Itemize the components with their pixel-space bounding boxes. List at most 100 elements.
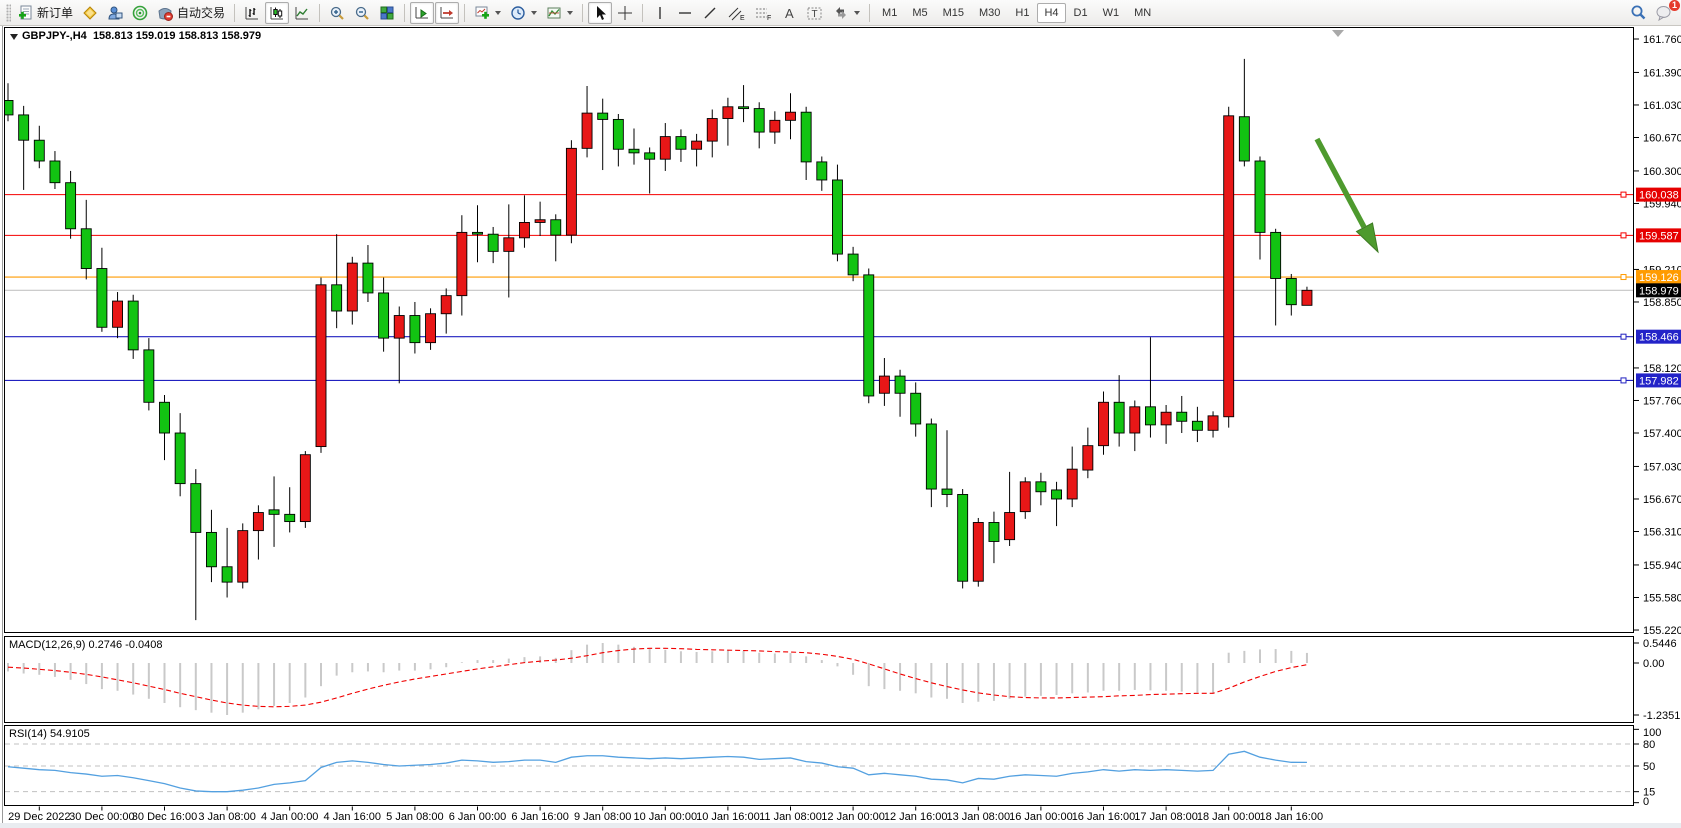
toolbar-grip[interactable] bbox=[6, 3, 11, 22]
svg-text:12 Jan 00:00: 12 Jan 00:00 bbox=[821, 811, 885, 823]
tf-button-M15[interactable]: M15 bbox=[942, 6, 964, 19]
svg-text:157.982: 157.982 bbox=[1639, 375, 1679, 387]
trendline-button[interactable] bbox=[698, 2, 722, 24]
text-button[interactable]: A bbox=[777, 2, 801, 24]
macd-indicator-label: MACD(12,26,9) 0.2746 -0.0408 bbox=[9, 639, 163, 651]
text-icon: A bbox=[785, 6, 794, 21]
svg-text:155.580: 155.580 bbox=[1643, 592, 1681, 604]
new-order-button[interactable]: 新订单 bbox=[14, 2, 77, 24]
toolbar-separator bbox=[464, 3, 466, 22]
svg-text:158.120: 158.120 bbox=[1643, 363, 1681, 375]
market-icon bbox=[83, 5, 97, 20]
price-axis[interactable]: 161.760161.390161.030160.670160.300159.9… bbox=[1633, 34, 1681, 637]
shapes-button[interactable] bbox=[829, 2, 864, 24]
svg-text:100: 100 bbox=[1643, 727, 1661, 739]
new-chart-button[interactable] bbox=[470, 2, 505, 24]
chat-icon bbox=[1656, 6, 1671, 21]
fibonacci-button[interactable]: F bbox=[750, 2, 776, 24]
cursor-icon bbox=[597, 5, 607, 20]
toolbar-separator bbox=[642, 3, 644, 22]
chat-button[interactable]: 1 bbox=[1651, 0, 1680, 24]
period-clock-icon bbox=[511, 5, 525, 20]
fibonacci-icon: F bbox=[756, 8, 771, 21]
svg-text:10 Jan 00:00: 10 Jan 00:00 bbox=[633, 811, 697, 823]
svg-text:T: T bbox=[812, 9, 818, 20]
svg-text:80: 80 bbox=[1643, 739, 1655, 751]
channel-button[interactable]: E bbox=[723, 2, 749, 24]
search-button[interactable] bbox=[1626, 2, 1651, 24]
svg-text:0: 0 bbox=[1643, 796, 1649, 808]
tile-windows-button[interactable] bbox=[375, 2, 399, 24]
chart-symbol-period: GBPJPY-,H4 bbox=[22, 30, 87, 42]
svg-text:F: F bbox=[767, 15, 771, 21]
notification-badge: 1 bbox=[1669, 0, 1680, 11]
tf-button-M5[interactable]: M5 bbox=[912, 6, 928, 19]
svg-text:12 Jan 16:00: 12 Jan 16:00 bbox=[884, 811, 948, 823]
svg-text:29 Dec 2022: 29 Dec 2022 bbox=[8, 811, 70, 823]
channel-icon: E bbox=[728, 7, 745, 21]
bar-chart-button[interactable] bbox=[240, 2, 264, 24]
new-order-label: 新订单 bbox=[37, 6, 74, 20]
svg-text:0.00: 0.00 bbox=[1643, 658, 1664, 670]
tf-button-MN[interactable]: MN bbox=[1134, 6, 1152, 19]
autoscroll-button[interactable] bbox=[410, 1, 435, 24]
chart-shift-button[interactable] bbox=[435, 1, 460, 24]
horizontal-line-button[interactable] bbox=[673, 2, 697, 24]
vertical-line-button[interactable] bbox=[648, 2, 672, 24]
zoom-in-button[interactable] bbox=[325, 2, 349, 24]
cursor-button[interactable] bbox=[588, 1, 613, 24]
tf-button-M1[interactable]: M1 bbox=[882, 6, 898, 19]
svg-text:18 Jan 16:00: 18 Jan 16:00 bbox=[1259, 811, 1323, 823]
svg-text:161.760: 161.760 bbox=[1643, 34, 1681, 46]
svg-text:161.390: 161.390 bbox=[1643, 67, 1681, 79]
tf-button-H4[interactable]: H4 bbox=[1037, 2, 1066, 23]
text-label-button[interactable]: T bbox=[802, 2, 828, 24]
tf-button-D1[interactable]: D1 bbox=[1073, 6, 1088, 19]
toolbar-separator bbox=[869, 3, 871, 22]
panel-borders bbox=[4, 27, 1634, 806]
one-click-collapse-icon[interactable] bbox=[10, 34, 18, 40]
new-chart-icon bbox=[475, 6, 490, 19]
autotrading-button[interactable]: 自动交易 bbox=[153, 2, 229, 24]
svg-text:E: E bbox=[740, 15, 745, 21]
zoom-out-button[interactable] bbox=[350, 2, 374, 24]
chart-shift-marker[interactable] bbox=[1332, 30, 1344, 37]
svg-text:158.979: 158.979 bbox=[1639, 285, 1679, 297]
template-icon bbox=[547, 7, 561, 18]
line-chart-button[interactable] bbox=[290, 2, 314, 24]
svg-text:30 Dec 00:00: 30 Dec 00:00 bbox=[69, 811, 134, 823]
svg-text:9 Jan 08:00: 9 Jan 08:00 bbox=[574, 811, 632, 823]
annotation-arrow[interactable] bbox=[1314, 137, 1379, 254]
signals-button[interactable] bbox=[128, 2, 152, 24]
rsi-levels bbox=[5, 743, 1633, 793]
hline-handles[interactable] bbox=[1620, 191, 1627, 384]
tf-button-M30[interactable]: M30 bbox=[979, 6, 1001, 19]
hline-price-labels: 160.038 159.587 159.126 158.466 157.982 158.9… bbox=[1636, 187, 1681, 388]
tile-windows-icon bbox=[380, 6, 394, 19]
macd-signal-line bbox=[7, 647, 1308, 708]
toolbar-separator bbox=[404, 3, 406, 22]
community-button[interactable] bbox=[103, 2, 127, 24]
tf-button-W1[interactable]: W1 bbox=[1102, 6, 1120, 19]
main-toolbar: 新订单 自动交易 bbox=[0, 0, 1681, 26]
tf-button-H1[interactable]: H1 bbox=[1015, 6, 1030, 19]
svg-text:157.400: 157.400 bbox=[1643, 428, 1681, 440]
template-button[interactable] bbox=[542, 2, 577, 24]
period-clock-button[interactable] bbox=[506, 2, 541, 24]
horizontal-line-icon bbox=[679, 11, 692, 14]
svg-text:6 Jan 00:00: 6 Jan 00:00 bbox=[449, 811, 507, 823]
dropdown-caret-icon bbox=[567, 10, 574, 15]
market-button[interactable] bbox=[78, 2, 102, 24]
vertical-line-icon bbox=[659, 6, 661, 19]
candlestick-chart-button[interactable] bbox=[265, 1, 290, 24]
autotrading-icon bbox=[158, 7, 174, 21]
svg-text:4 Jan 00:00: 4 Jan 00:00 bbox=[261, 811, 319, 823]
svg-text:0.5446: 0.5446 bbox=[1643, 638, 1677, 650]
svg-text:159.126: 159.126 bbox=[1639, 272, 1679, 284]
community-icon bbox=[108, 6, 123, 19]
crosshair-button[interactable] bbox=[613, 2, 637, 24]
macd-axis: 0.5446 0.00 -1.2351 bbox=[1633, 638, 1680, 722]
search-icon bbox=[1631, 5, 1646, 20]
